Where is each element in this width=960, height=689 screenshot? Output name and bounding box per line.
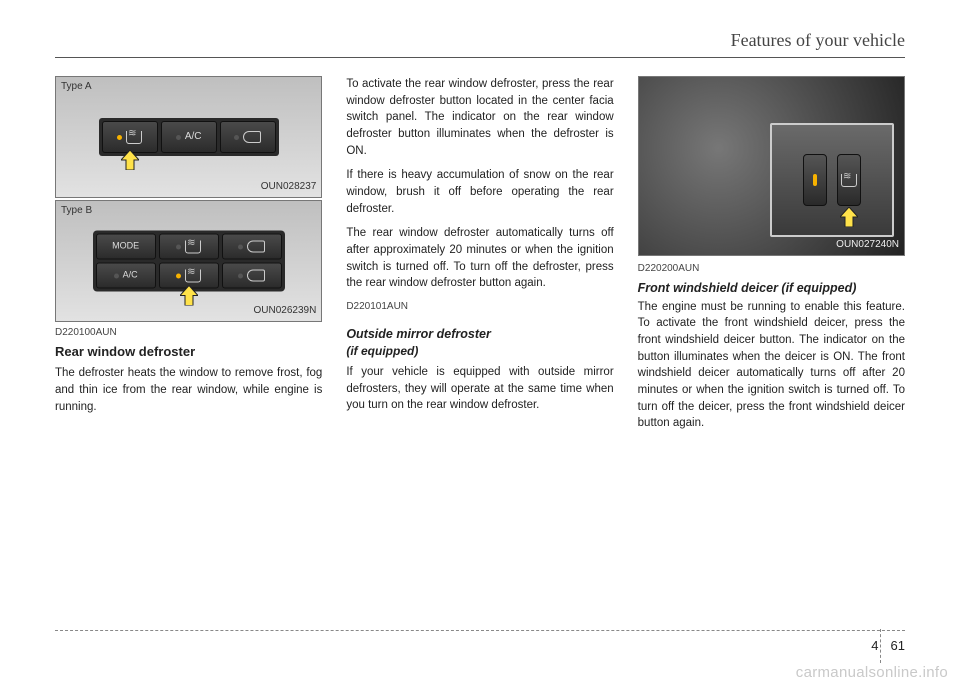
figure-b-code: OUN026239N	[254, 304, 317, 319]
recirc-button	[220, 121, 276, 153]
led-on-icon	[813, 174, 817, 186]
column-layout: Type A A/C	[55, 76, 905, 440]
column-3: OUN027240N D220200AUN Front windshield d…	[638, 76, 905, 440]
led-off-icon	[234, 135, 239, 140]
recirc-button-2	[222, 263, 282, 289]
column-2: To activate the rear window defroster, p…	[346, 76, 613, 440]
section-title: Rear window defroster	[55, 343, 322, 362]
figure-type-b: Type B MODE A/C	[55, 200, 322, 322]
front-defrost-button	[159, 234, 219, 260]
ac-button: A/C	[161, 121, 217, 153]
pointer-arrow-icon	[840, 207, 858, 227]
body-text: The defroster heats the window to remove…	[55, 365, 322, 415]
recirc-icon	[243, 131, 261, 143]
led-off-icon	[114, 273, 119, 278]
subsection-title: Front windshield deicer (if equipped)	[638, 279, 905, 297]
subsection-condition: (if equipped)	[346, 343, 613, 360]
mode-button: MODE	[96, 234, 156, 260]
defrost-icon	[126, 131, 142, 144]
rear-defrost-button	[159, 263, 219, 289]
defrost-icon	[185, 240, 201, 253]
body-text: To activate the rear window defroster, p…	[346, 76, 613, 159]
led-on-icon	[117, 135, 122, 140]
recirc-button	[222, 234, 282, 260]
recirc-icon	[247, 241, 265, 253]
callout-button-blank	[803, 154, 827, 206]
rear-defrost-button	[102, 121, 158, 153]
pointer-arrow-icon	[121, 150, 139, 170]
climate-panel-b: MODE A/C	[93, 231, 285, 292]
led-off-icon	[176, 244, 181, 249]
page-number: 61	[885, 638, 905, 653]
mode-label: MODE	[112, 240, 139, 253]
panel-b-row-1: MODE	[96, 234, 282, 260]
section-code: D220100AUN	[55, 326, 322, 341]
header-rule	[55, 57, 905, 58]
ac-button: A/C	[96, 263, 156, 289]
body-text: The rear window defroster automatically …	[346, 225, 613, 292]
figure-deicer-photo: OUN027240N	[638, 76, 905, 256]
ac-label: A/C	[185, 130, 202, 145]
defrost-icon	[185, 269, 201, 282]
watermark-text: carmanualsonline.info	[796, 664, 948, 681]
figure-b-label: Type B	[61, 204, 92, 219]
manual-page: Features of your vehicle Type A	[0, 0, 960, 689]
column-1: Type A A/C	[55, 76, 322, 440]
figure-a-label: Type A	[61, 80, 92, 95]
figure-type-a: Type A A/C	[55, 76, 322, 198]
pointer-arrow-icon	[180, 286, 198, 306]
deicer-button	[837, 154, 861, 206]
panel-b-row-2: A/C	[96, 263, 282, 289]
led-off-icon	[176, 135, 181, 140]
section-code: D220101AUN	[346, 300, 613, 315]
subsection-title: Outside mirror defroster	[346, 325, 613, 343]
ac-label: A/C	[123, 269, 138, 282]
chapter-number: 4	[871, 638, 884, 653]
defrost-icon	[841, 174, 857, 187]
body-text: The engine must be running to enable thi…	[638, 299, 905, 432]
page-footer: 4 61	[55, 638, 905, 653]
body-text: If there is heavy accumulation of snow o…	[346, 167, 613, 217]
header-title: Features of your vehicle	[731, 30, 905, 50]
footer-rule	[55, 630, 905, 631]
figure-c-code: OUN027240N	[836, 238, 899, 253]
photo-callout	[770, 123, 894, 237]
recirc-icon	[247, 270, 265, 282]
page-header: Features of your vehicle	[55, 30, 905, 57]
section-code: D220200AUN	[638, 262, 905, 277]
body-text: If your vehicle is equipped with outside…	[346, 364, 613, 414]
figure-a-code: OUN028237	[261, 180, 317, 195]
led-on-icon	[176, 273, 181, 278]
led-off-icon	[238, 273, 243, 278]
led-off-icon	[238, 244, 243, 249]
climate-panel-a: A/C	[99, 118, 279, 156]
